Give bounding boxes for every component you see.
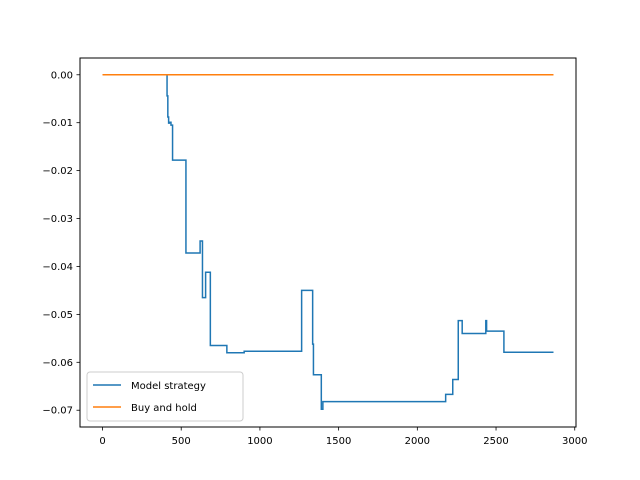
y-tick-label: −0.02 <box>42 166 73 177</box>
y-tick-label: −0.07 <box>42 406 73 417</box>
y-tick-label: −0.01 <box>42 118 73 129</box>
series-layer <box>102 74 554 411</box>
x-tick-label: 0 <box>99 436 105 447</box>
legend-box <box>86 371 244 422</box>
series-line-model-strategy <box>102 74 554 411</box>
plot-frame <box>79 57 577 428</box>
x-tick-label: 2000 <box>405 436 430 447</box>
x-axis: 0 500 1000 1500 2000 2500 3000 <box>99 427 587 447</box>
y-tick-label: −0.03 <box>42 214 73 225</box>
x-tick-label: 3000 <box>562 436 587 447</box>
x-tick-label: 2500 <box>483 436 508 447</box>
y-tick-label: −0.05 <box>42 310 73 321</box>
legend: Model strategy Buy and hold <box>86 371 244 422</box>
legend-label-model-strategy: Model strategy <box>131 381 206 392</box>
x-tick-label: 500 <box>172 436 191 447</box>
y-tick-label: −0.06 <box>42 358 73 369</box>
y-tick-label: 0.00 <box>51 70 73 81</box>
x-tick-label: 1500 <box>326 436 351 447</box>
y-tick-label: −0.04 <box>42 262 73 273</box>
x-tick-label: 1000 <box>247 436 272 447</box>
legend-label-buy-and-hold: Buy and hold <box>131 403 197 414</box>
y-axis: 0.00 −0.01 −0.02 −0.03 −0.04 −0.05 −0.06 −0.07 <box>42 70 80 417</box>
